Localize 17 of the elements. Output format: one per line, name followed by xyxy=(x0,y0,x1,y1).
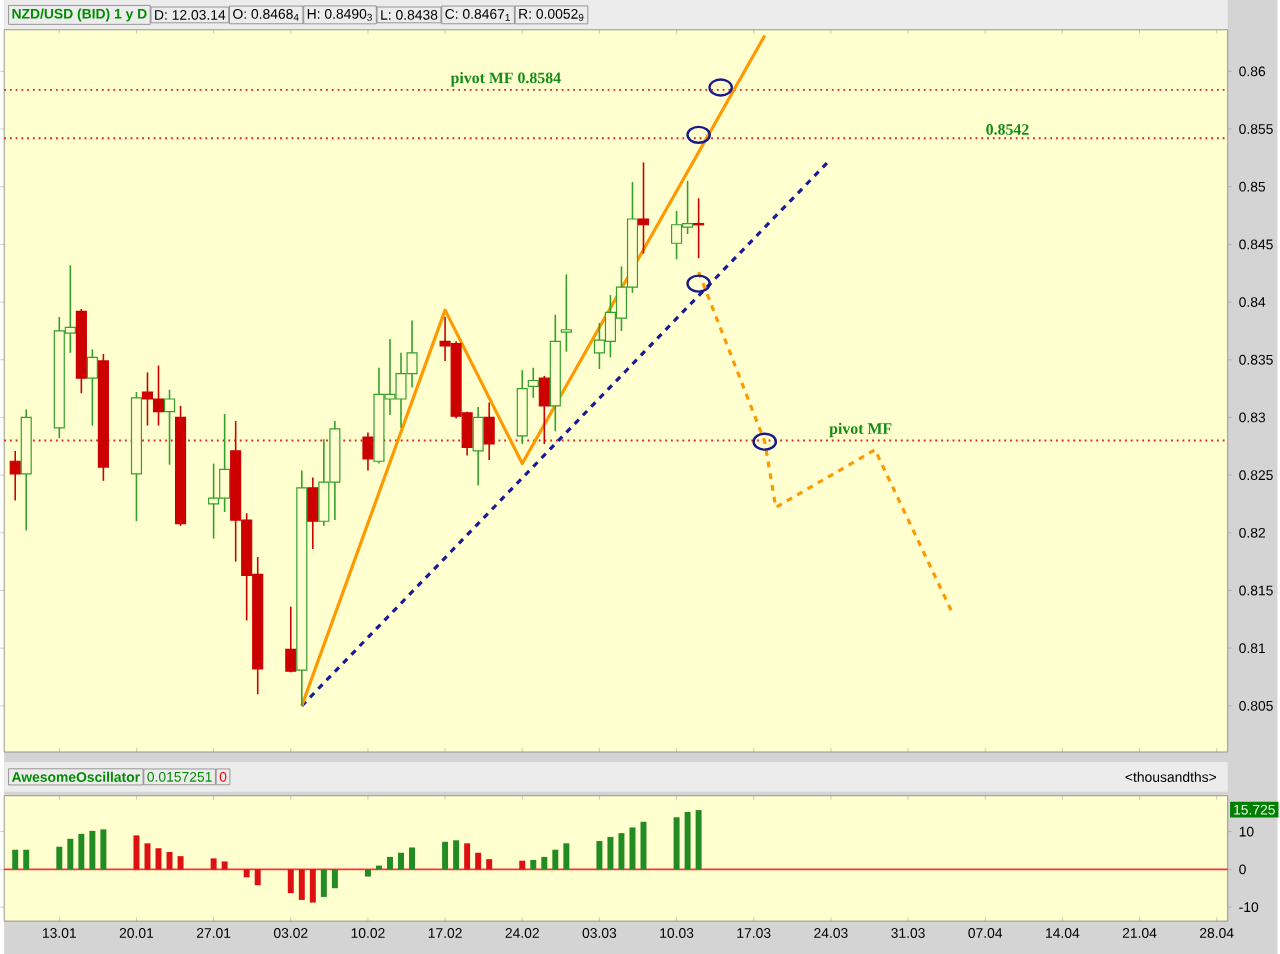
candlestick xyxy=(483,401,495,461)
candlestick xyxy=(86,348,98,426)
point xyxy=(686,274,711,293)
candlestick xyxy=(560,273,572,353)
candlestick xyxy=(538,374,550,445)
point xyxy=(708,77,733,97)
candlestick xyxy=(307,476,319,550)
point xyxy=(752,432,778,451)
candlestick xyxy=(362,431,374,471)
candlestick xyxy=(9,449,21,501)
candlestick xyxy=(516,368,528,445)
candlestick xyxy=(285,605,297,673)
candlestick xyxy=(527,366,539,399)
point xyxy=(686,125,711,144)
line-series xyxy=(697,270,954,614)
candlestick xyxy=(472,405,484,486)
candlestick xyxy=(163,388,176,466)
